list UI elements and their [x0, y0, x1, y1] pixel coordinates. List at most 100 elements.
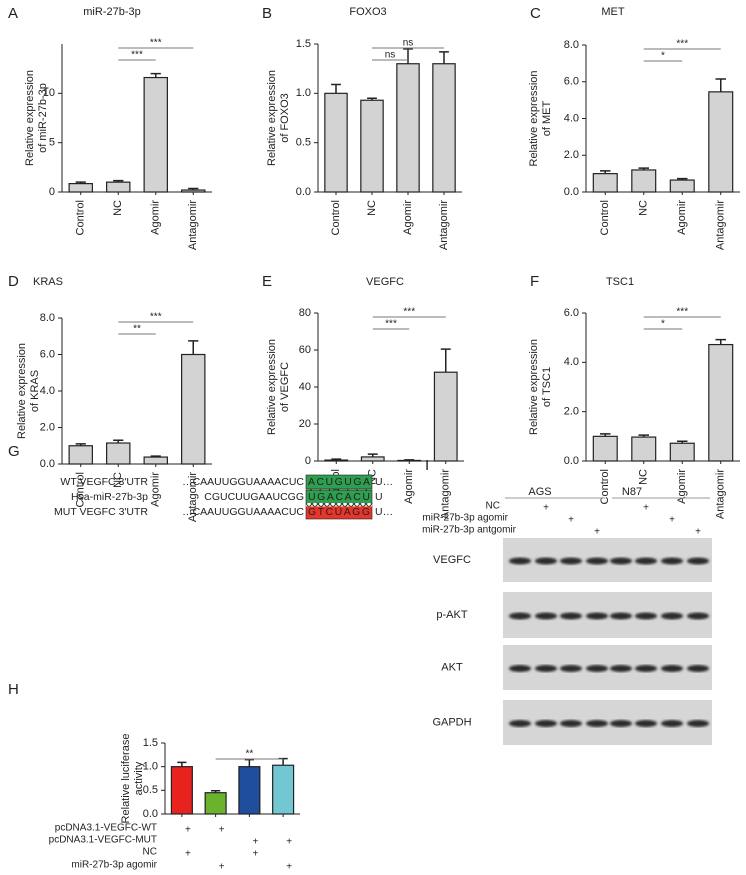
bar	[669, 442, 695, 462]
blot-band	[610, 557, 632, 565]
error-bar	[150, 455, 161, 458]
significance-label: ns	[403, 38, 414, 49]
condition-label: pcDNA3.1-VEGFC-MUT	[49, 835, 157, 846]
significance-label: *	[661, 319, 665, 330]
blot-band	[509, 557, 531, 565]
y-axis-label: activity	[133, 761, 145, 795]
x-tick-label: Antagomir	[715, 200, 727, 250]
y-tick-label: 0	[305, 455, 311, 467]
x-tick-label: Agomir	[403, 469, 415, 504]
treatment-label: NC	[486, 501, 500, 512]
blot-band	[661, 720, 683, 727]
error-bar	[177, 761, 187, 767]
treatment-mark: +	[669, 515, 675, 526]
sequence-name: MUT VEGFC 3'UTR	[54, 506, 148, 518]
y-tick-label: 1.0	[296, 87, 311, 99]
y-tick-label: 2.0	[564, 406, 579, 418]
protein-label: AKT	[441, 661, 463, 673]
condition-mark: +	[185, 825, 191, 836]
error-bar	[715, 338, 727, 345]
bar	[106, 181, 131, 193]
panel-letter: E	[262, 273, 272, 290]
chart-title: VEGFC	[366, 276, 404, 288]
bar	[204, 792, 227, 815]
y-axis-label: Relative expression	[528, 71, 540, 167]
x-tick-label: Control	[75, 200, 87, 235]
blot-band	[535, 612, 557, 620]
y-tick-label: 2.0	[564, 149, 579, 161]
seed-sequence: UGACACU	[308, 491, 370, 503]
treatment-mark: +	[643, 503, 649, 514]
blot-band	[535, 720, 557, 727]
error-bar	[113, 179, 124, 183]
error-bar	[188, 187, 199, 191]
y-tick-label: 8.0	[40, 312, 55, 324]
sequence: U	[375, 491, 383, 503]
x-tick-label: Agomir	[150, 472, 162, 507]
treatment-label: miR-27b-3p antgomir	[422, 525, 517, 536]
panel-letter: C	[530, 5, 541, 22]
blot-band	[661, 557, 683, 565]
bar	[669, 179, 695, 193]
y-axis-label: of MET	[541, 100, 553, 136]
blot-band	[610, 612, 632, 620]
error-bar	[599, 433, 611, 437]
condition-mark: +	[185, 849, 191, 860]
blot-band	[635, 720, 657, 727]
error-bar	[715, 78, 727, 92]
blot-band	[586, 557, 608, 565]
error-bar	[331, 458, 342, 461]
blot-band	[535, 665, 557, 672]
condition-label: pcDNA3.1-VEGFC-WT	[55, 823, 157, 834]
bar	[68, 445, 93, 465]
significance-label: ***	[150, 312, 162, 323]
x-tick-label: Agomir	[676, 469, 688, 504]
panel-letter: H	[8, 681, 19, 698]
bar	[272, 764, 295, 815]
error-bar	[244, 758, 254, 767]
bar	[396, 63, 420, 193]
error-bar	[331, 83, 341, 94]
x-tick-label: Antagomir	[187, 200, 199, 250]
blot-band	[560, 612, 582, 620]
y-tick-label: 1.0	[143, 761, 158, 773]
y-tick-label: 6.0	[564, 76, 579, 88]
bar	[324, 459, 349, 462]
sequence: U…	[375, 506, 393, 518]
significance-label: ***	[676, 307, 688, 318]
sequence-name: WT VEGFC 3'UTR	[60, 476, 148, 488]
y-tick-label: 60	[299, 344, 311, 356]
x-tick-label: Agomir	[676, 200, 688, 235]
y-axis-label: of VEGFC	[279, 362, 291, 412]
x-tick-label: NC	[112, 472, 124, 488]
y-tick-label: 0.5	[296, 137, 311, 149]
error-bar	[75, 181, 86, 184]
x-tick-label: NC	[638, 469, 650, 485]
y-tick-label: 8.0	[564, 39, 579, 51]
blot-band	[560, 665, 582, 672]
bar	[238, 766, 261, 815]
error-bar	[440, 348, 451, 373]
blot-band	[560, 720, 582, 727]
blot-band	[535, 557, 557, 565]
cell-line: N87	[622, 486, 642, 498]
bar	[181, 353, 206, 465]
panel-letter: G	[8, 443, 20, 460]
error-bar	[676, 440, 688, 444]
y-tick-label: 2.0	[40, 421, 55, 433]
y-tick-label: 4.0	[40, 385, 55, 397]
bar	[143, 76, 168, 193]
blot-band	[687, 720, 709, 727]
bar	[360, 456, 385, 462]
error-bar	[150, 72, 161, 78]
y-axis-label: Relative expression	[24, 70, 36, 166]
y-tick-label: 0.0	[40, 458, 55, 470]
condition-mark: +	[252, 849, 258, 860]
seed-sequence: ACUGUGA	[308, 476, 370, 488]
y-tick-label: 0.5	[143, 784, 158, 796]
blot-band	[661, 665, 683, 672]
blot-band	[635, 557, 657, 565]
bar	[170, 766, 193, 815]
y-axis-label: Relative expression	[16, 343, 28, 439]
